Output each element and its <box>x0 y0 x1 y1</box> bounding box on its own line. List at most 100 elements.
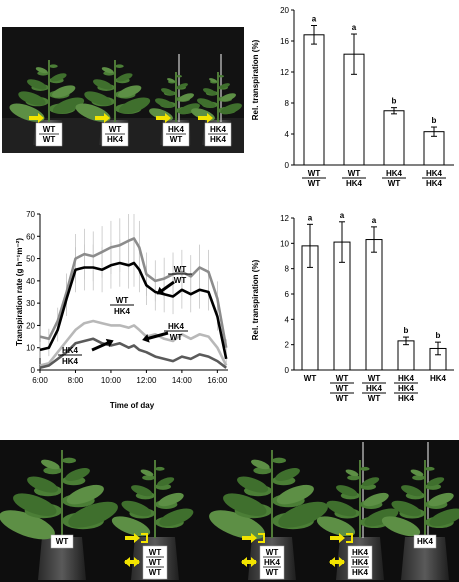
plant-leaf <box>177 83 188 89</box>
graft-label-top-text: WT <box>109 125 122 134</box>
plant-leaf <box>427 477 445 487</box>
x-tick-label: HK4 <box>366 384 383 393</box>
x-tick-label: 10:00 <box>101 376 122 385</box>
graft-arrow <box>198 113 213 123</box>
series-arrowhead <box>156 286 165 295</box>
bar <box>397 340 415 371</box>
plant-leaf <box>51 85 76 98</box>
graft-label-bottom-box <box>347 545 373 580</box>
y-tick-label: 20 <box>280 6 289 15</box>
x-tick-label: HK4 <box>430 374 447 383</box>
y-tick-label: 70 <box>26 210 35 219</box>
graft-bracket <box>258 533 265 543</box>
plant-leaf <box>101 67 114 74</box>
series-arrowhead <box>142 333 150 343</box>
x-tick-label: 12:00 <box>136 376 157 385</box>
graft-label-bottom-text: WT <box>149 548 162 557</box>
series-label: WT <box>170 333 183 342</box>
graft-label-bottom-text: WT <box>56 537 69 546</box>
graft-label-bottom-text: HK4 <box>264 558 281 567</box>
graft-label-top-box <box>101 122 129 147</box>
plant-leaf <box>49 64 58 68</box>
plant-leaf <box>121 500 152 517</box>
x-tick-label: HK4 <box>426 169 443 178</box>
graft-label-top-text: HK4 <box>210 125 227 134</box>
significance-letter: b <box>432 116 437 125</box>
plant-leaf <box>428 492 454 507</box>
plant-leaf <box>52 97 85 114</box>
y-tick-label: 12 <box>280 68 289 77</box>
pot <box>38 537 86 580</box>
y-tick-label: 6 <box>285 290 290 299</box>
x-tick-label: WT <box>368 374 381 383</box>
bar <box>365 239 383 371</box>
plant-leaf <box>158 492 184 507</box>
y-tick-label: 16 <box>280 37 289 46</box>
y-tick-label: 8 <box>285 265 290 274</box>
plant-leaf <box>140 469 154 477</box>
pot <box>401 537 449 580</box>
plant-leaf <box>425 466 435 471</box>
graft-arrow <box>330 557 345 567</box>
y-tick-label: 4 <box>285 315 290 324</box>
plant-leaf <box>391 500 422 517</box>
plant-leaf <box>50 73 67 82</box>
plant-leaf <box>116 73 133 82</box>
y-axis-label: Transpiration rate (g h⁻¹m⁻²) <box>15 238 24 346</box>
x-tick-label: WT <box>304 374 317 383</box>
series-line <box>39 337 227 370</box>
plant-leaf <box>316 516 356 537</box>
significance-letter: a <box>352 23 357 32</box>
plant-leaf <box>142 475 156 481</box>
graft-label-bottom-box <box>413 534 437 549</box>
x-tick-label: WT <box>348 169 361 178</box>
plant-leaf <box>203 88 217 96</box>
x-axis-label: Time of day <box>110 401 155 410</box>
significance-letter: a <box>308 213 313 222</box>
y-axis-label: Rel. transpiration (%) <box>251 39 260 120</box>
plant-leaf <box>161 88 175 96</box>
plant-leaf <box>326 500 357 517</box>
graft-label-bottom-text: HK4 <box>352 568 369 577</box>
graft-label-bottom-box <box>259 545 285 580</box>
graft-arrow <box>125 533 140 543</box>
graft-bracket <box>141 533 148 543</box>
plant-leaf <box>429 508 459 527</box>
y-tick-label: 20 <box>26 321 35 330</box>
graft-arrow <box>242 557 257 567</box>
plant-leaf <box>197 98 216 108</box>
x-tick-label: HK4 <box>398 394 415 403</box>
x-tick-label: 8:00 <box>68 376 84 385</box>
graft-bracket <box>346 533 353 543</box>
bar <box>383 110 405 166</box>
plant-leaf <box>363 492 389 507</box>
plant-leaf <box>220 103 242 115</box>
series-arrowhead <box>105 338 114 348</box>
series-label: WT <box>116 296 129 305</box>
plant-leaf <box>155 98 174 108</box>
plant-leaf <box>117 85 142 98</box>
series-line <box>39 319 228 367</box>
plant-leaf <box>362 477 380 487</box>
significance-letter: a <box>312 15 317 24</box>
y-tick-label: 2 <box>285 341 290 350</box>
plant-leaf <box>410 469 424 477</box>
x-tick-label: 16:00 <box>207 376 228 385</box>
plant-leaf <box>35 67 48 74</box>
plant-leaf <box>223 493 267 517</box>
graft-label-bottom-text: WT <box>149 558 162 567</box>
plant-leaf <box>412 475 425 481</box>
line-chart-transpiration: Transpiration rate (g h⁻¹m⁻²) Time of da… <box>15 210 228 410</box>
plant-leaf <box>209 78 217 83</box>
plant-leaf <box>278 501 328 528</box>
plant-leaf <box>364 508 399 527</box>
plant-leaf <box>251 459 270 470</box>
graft-arrow <box>156 113 171 123</box>
graft-label-bottom-box <box>50 534 74 549</box>
plant-leaf <box>66 484 104 505</box>
series-label: HK4 <box>114 307 131 316</box>
series-label: HK4 <box>62 357 79 366</box>
graft-label-top-text: HK4 <box>168 125 185 134</box>
graft-label-top-box <box>204 122 232 147</box>
